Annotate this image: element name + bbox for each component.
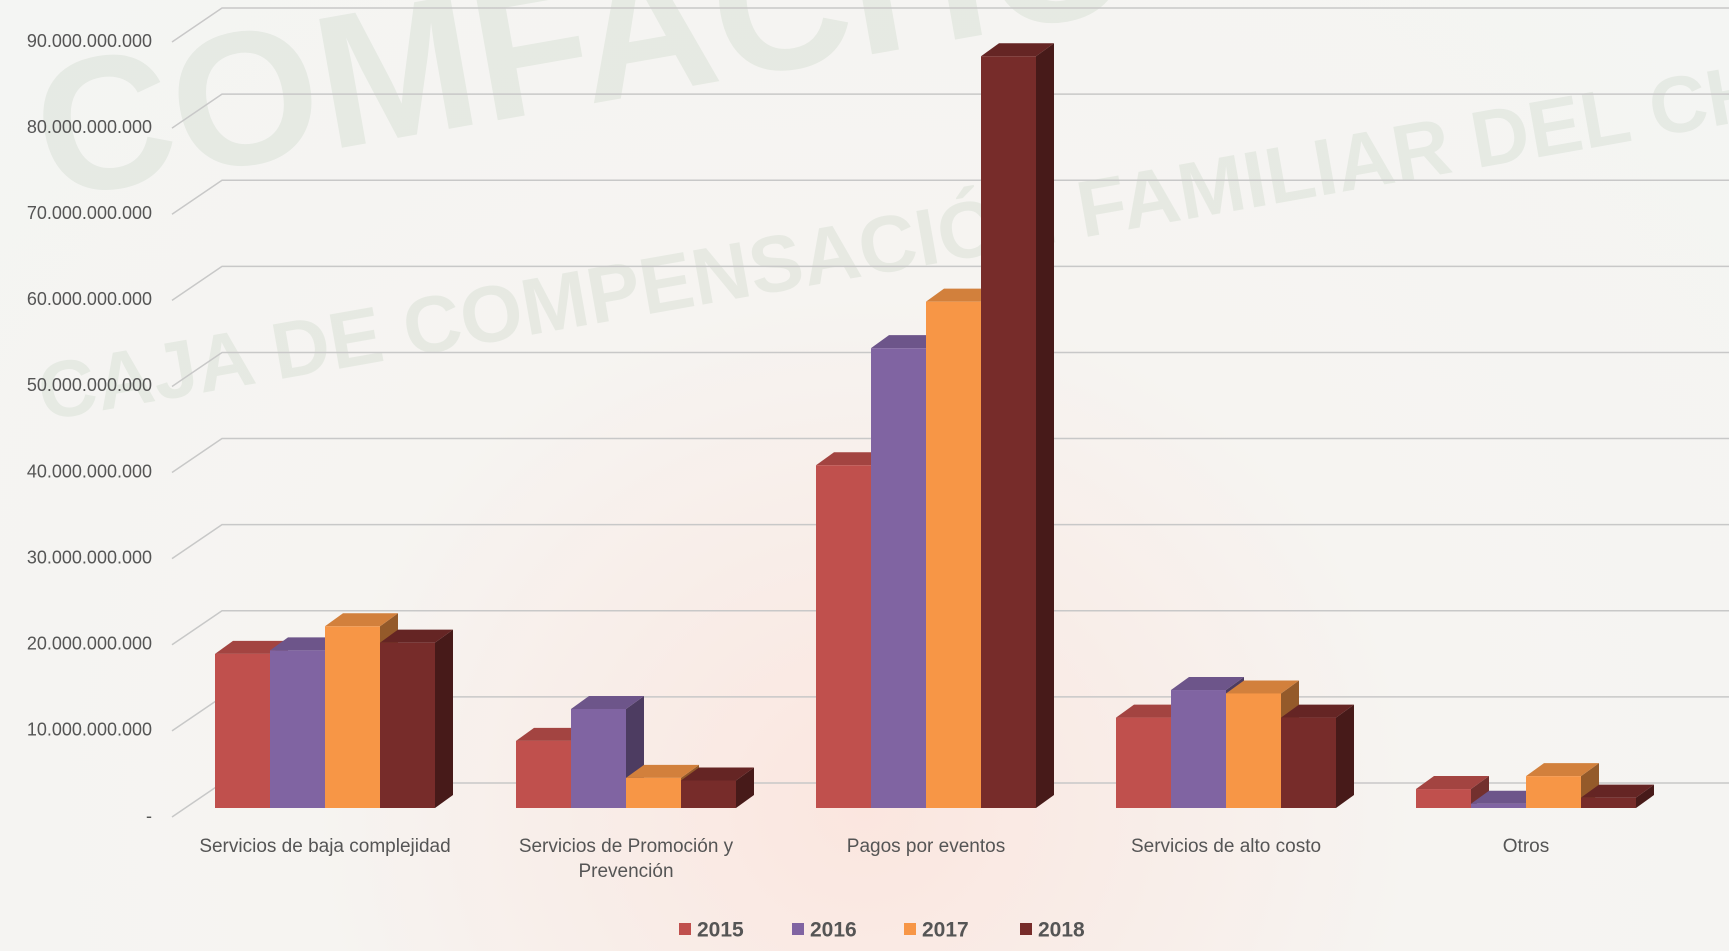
bar-side	[1471, 776, 1489, 808]
x-tick-label: Servicios de Promoción y Prevención	[518, 836, 734, 882]
bar	[215, 653, 270, 808]
bar-top	[1281, 704, 1354, 718]
bar-top	[871, 335, 944, 349]
bar	[626, 777, 681, 808]
legend-label: 2016	[810, 919, 857, 942]
grid-line	[171, 351, 1729, 388]
bar-top	[325, 613, 398, 627]
bar	[1281, 717, 1336, 808]
x-tick-label: Otros	[1502, 836, 1550, 857]
legend-swatch	[1020, 923, 1032, 935]
bar-top	[626, 764, 699, 778]
bar-top	[1526, 763, 1599, 777]
x-tick-label: Pagos por eventos	[846, 836, 1006, 857]
legend-swatch	[792, 923, 804, 935]
bar	[871, 348, 926, 808]
legend-label: 2018	[1038, 919, 1085, 942]
y-tick-label: 70.000.000.000	[27, 203, 152, 223]
bar-top	[380, 629, 453, 643]
y-tick-label: 10.000.000.000	[27, 720, 152, 740]
y-tick-label: 30.000.000.000	[27, 547, 152, 567]
grid-line	[171, 93, 1729, 129]
bar-side	[1336, 704, 1354, 808]
legend-label: 2017	[922, 919, 969, 942]
bar-top	[681, 767, 754, 781]
x-tick-label: Servicios de baja complejidad	[199, 836, 451, 857]
grid-line	[171, 523, 1729, 560]
bar-top	[816, 452, 889, 466]
bar	[926, 301, 981, 808]
y-tick-label: -	[146, 806, 152, 826]
y-tick-label: 60.000.000.000	[27, 289, 152, 309]
bar	[380, 642, 435, 808]
x-tick-label: Servicios de alto costo	[1130, 836, 1322, 857]
grid-line	[171, 610, 1729, 646]
bar	[325, 626, 380, 808]
bar-top	[215, 640, 288, 654]
y-tick-label: 20.000.000.000	[27, 634, 152, 654]
bar-side	[1636, 784, 1654, 808]
bar-side	[1036, 43, 1054, 808]
bar	[270, 650, 325, 808]
bar-top	[1116, 704, 1189, 718]
grid-line	[171, 179, 1729, 215]
bar	[1416, 789, 1471, 808]
y-tick-label: 40.000.000.000	[27, 461, 152, 481]
bar-top	[1581, 784, 1654, 798]
bar-side	[435, 629, 453, 808]
bar-top	[926, 288, 999, 302]
bar	[981, 56, 1036, 808]
grid-line	[171, 7, 1729, 43]
y-tick-label: 90.000.000.000	[27, 31, 152, 51]
grid-line	[171, 437, 1729, 474]
legend-swatch	[679, 923, 691, 935]
bar	[571, 708, 626, 808]
legend-label: 2015	[697, 919, 744, 942]
bar-top	[981, 43, 1054, 57]
bar-top	[1416, 776, 1489, 790]
bar-top	[270, 637, 343, 651]
bar	[1526, 776, 1581, 808]
bar-top	[1226, 680, 1299, 694]
bar	[1116, 717, 1171, 808]
bar-top	[516, 727, 589, 741]
bar	[1471, 803, 1526, 808]
bar	[516, 740, 571, 808]
bar-top	[1471, 790, 1544, 804]
grid-line	[171, 265, 1729, 301]
bar	[1226, 693, 1281, 808]
bar	[816, 465, 871, 808]
bar	[1171, 690, 1226, 808]
bar-top	[571, 695, 644, 709]
bar	[681, 780, 736, 808]
bar-top	[1171, 677, 1244, 691]
bar-side	[736, 767, 754, 808]
legend-swatch	[904, 923, 916, 935]
bar	[1581, 797, 1636, 808]
y-tick-label: 50.000.000.000	[27, 375, 152, 395]
y-tick-label: 80.000.000.000	[27, 117, 152, 137]
